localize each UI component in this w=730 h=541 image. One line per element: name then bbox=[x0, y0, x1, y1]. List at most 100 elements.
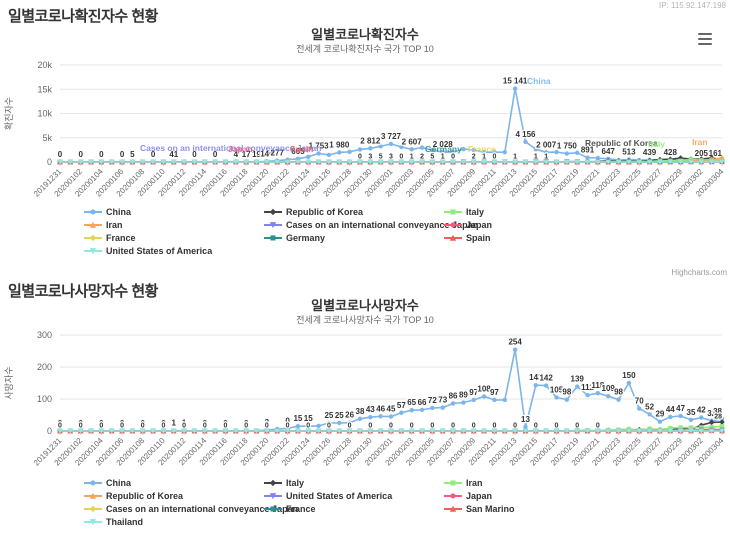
legend-item-united-states-of-america[interactable]: United States of America bbox=[264, 490, 444, 502]
svg-text:0: 0 bbox=[151, 150, 156, 159]
highcharts-credit-link[interactable]: Highcharts.com bbox=[671, 268, 727, 277]
legend-label-republic-of-korea: Republic of Korea bbox=[106, 491, 184, 501]
svg-text:26: 26 bbox=[345, 411, 354, 420]
svg-text:0: 0 bbox=[47, 426, 52, 436]
legend-marker-germany bbox=[264, 235, 282, 241]
svg-text:0: 0 bbox=[358, 154, 362, 161]
svg-text:41: 41 bbox=[169, 150, 178, 159]
legend-item-japan[interactable]: Japan bbox=[444, 490, 624, 502]
svg-text:0: 0 bbox=[348, 423, 352, 430]
legend-marker-cases-on-an-international-conveyance-japan bbox=[264, 222, 282, 229]
svg-text:0: 0 bbox=[58, 423, 62, 430]
legend-item-thailand[interactable]: Thailand bbox=[84, 516, 264, 528]
svg-text:513: 513 bbox=[622, 148, 636, 157]
svg-text:665: 665 bbox=[291, 147, 305, 156]
legend-item-republic-of-korea[interactable]: Republic of Korea bbox=[84, 490, 264, 502]
legend-label-cases-on-an-international-conveyance-japan: Cases on an international conveyance Jap… bbox=[286, 220, 479, 230]
svg-text:2 007: 2 007 bbox=[536, 140, 557, 149]
legend-label-cases-on-an-international-conveyance-japan: Cases on an international conveyance Jap… bbox=[106, 504, 299, 514]
legend-label-republic-of-korea: Republic of Korea bbox=[286, 207, 364, 217]
legend-item-germany[interactable]: Germany bbox=[264, 232, 444, 244]
legend-label-san-marino: San Marino bbox=[466, 504, 515, 514]
svg-text:112: 112 bbox=[581, 383, 594, 392]
svg-text:Republic of Korea: Republic of Korea bbox=[585, 138, 658, 148]
svg-text:15k: 15k bbox=[37, 84, 52, 94]
legend-label-japan: Japan bbox=[466, 220, 493, 230]
legend-item-iran[interactable]: Iran bbox=[444, 477, 624, 489]
hamburger-menu-icon[interactable] bbox=[696, 31, 714, 47]
svg-text:100: 100 bbox=[37, 394, 52, 404]
deaths-chart-plot: 0100200300사망자수20191231202001022020010420… bbox=[4, 330, 726, 468]
legend-item-san-marino[interactable]: San Marino bbox=[444, 503, 624, 515]
svg-text:2: 2 bbox=[420, 153, 424, 160]
svg-text:1: 1 bbox=[482, 153, 486, 160]
legend-label-germany: Germany bbox=[286, 233, 326, 243]
svg-text:0: 0 bbox=[224, 423, 228, 430]
legend-item-cases-on-an-international-conveyance-japan[interactable]: Cases on an international conveyance Jap… bbox=[84, 503, 298, 515]
svg-text:5: 5 bbox=[130, 150, 135, 159]
svg-text:0: 0 bbox=[410, 423, 414, 430]
svg-text:0: 0 bbox=[141, 423, 145, 430]
svg-text:Italy: Italy bbox=[648, 139, 665, 149]
svg-text:0: 0 bbox=[79, 423, 83, 430]
svg-text:25: 25 bbox=[335, 411, 344, 420]
svg-text:70: 70 bbox=[635, 397, 644, 406]
svg-text:3: 3 bbox=[389, 153, 393, 160]
svg-text:3: 3 bbox=[368, 153, 372, 160]
svg-text:15 141: 15 141 bbox=[503, 77, 528, 86]
legend-marker-san-marino bbox=[444, 505, 462, 512]
svg-text:200: 200 bbox=[37, 362, 52, 372]
svg-text:0: 0 bbox=[492, 423, 496, 430]
svg-text:0: 0 bbox=[265, 423, 269, 430]
svg-text:0: 0 bbox=[161, 423, 165, 430]
svg-text:0: 0 bbox=[161, 419, 166, 428]
svg-text:89: 89 bbox=[459, 391, 468, 400]
svg-text:0: 0 bbox=[244, 423, 248, 430]
svg-text:0: 0 bbox=[120, 423, 124, 430]
legend-marker-republic-of-korea bbox=[264, 208, 282, 216]
svg-text:Spain: Spain bbox=[290, 144, 313, 154]
svg-text:1: 1 bbox=[441, 153, 445, 160]
legend-item-iran[interactable]: Iran bbox=[84, 219, 264, 231]
svg-text:38: 38 bbox=[356, 407, 365, 416]
legend-marker-japan bbox=[444, 222, 462, 228]
svg-text:277: 277 bbox=[271, 149, 285, 158]
legend-label-united-states-of-america: United States of America bbox=[106, 246, 213, 256]
legend-item-china[interactable]: China bbox=[84, 477, 264, 489]
legend-item-france[interactable]: France bbox=[84, 232, 264, 244]
svg-text:0: 0 bbox=[78, 150, 83, 159]
svg-text:0: 0 bbox=[451, 423, 455, 430]
deaths-section-heading: 일별코로나사망자수 현황 bbox=[8, 283, 158, 300]
svg-text:98: 98 bbox=[614, 388, 623, 397]
legend-item-republic-of-korea[interactable]: Republic of Korea bbox=[264, 206, 444, 218]
legend-item-italy[interactable]: Italy bbox=[264, 477, 444, 489]
client-ip-label: IP: 115.92.147.198 bbox=[658, 1, 726, 10]
svg-text:0: 0 bbox=[203, 423, 207, 430]
svg-text:52: 52 bbox=[645, 402, 654, 411]
svg-text:891: 891 bbox=[581, 146, 595, 155]
legend-item-cases-on-an-international-conveyance-japan[interactable]: Cases on an international conveyance Jap… bbox=[264, 219, 478, 231]
svg-text:1: 1 bbox=[544, 153, 548, 160]
legend-item-spain[interactable]: Spain bbox=[444, 232, 624, 244]
legend-item-france[interactable]: France bbox=[264, 503, 444, 515]
legend-marker-china bbox=[84, 480, 102, 486]
legend-item-united-states-of-america[interactable]: United States of America bbox=[84, 245, 264, 257]
legend-marker-united-states-of-america bbox=[264, 493, 282, 500]
svg-text:105: 105 bbox=[550, 385, 564, 394]
legend-marker-spain bbox=[444, 234, 462, 241]
legend-label-united-states-of-america: United States of America bbox=[286, 491, 393, 501]
legend-item-china[interactable]: China bbox=[84, 206, 264, 218]
svg-text:5: 5 bbox=[379, 153, 383, 160]
legend-label-japan: Japan bbox=[466, 491, 493, 501]
svg-text:0: 0 bbox=[120, 419, 125, 428]
svg-text:97: 97 bbox=[490, 388, 499, 397]
svg-text:0: 0 bbox=[78, 419, 83, 428]
svg-text:Japan: Japan bbox=[228, 144, 253, 154]
legend-item-japan[interactable]: Japan bbox=[444, 219, 624, 231]
svg-text:0: 0 bbox=[513, 423, 517, 430]
svg-text:0: 0 bbox=[492, 154, 496, 161]
legend-item-italy[interactable]: Italy bbox=[444, 206, 624, 218]
chart-subtitle-confirmed: 전세계 코로나확진자수 국가 TOP 10 bbox=[296, 44, 434, 54]
legend-label-italy: Italy bbox=[286, 478, 305, 488]
svg-text:2 028: 2 028 bbox=[433, 140, 454, 149]
